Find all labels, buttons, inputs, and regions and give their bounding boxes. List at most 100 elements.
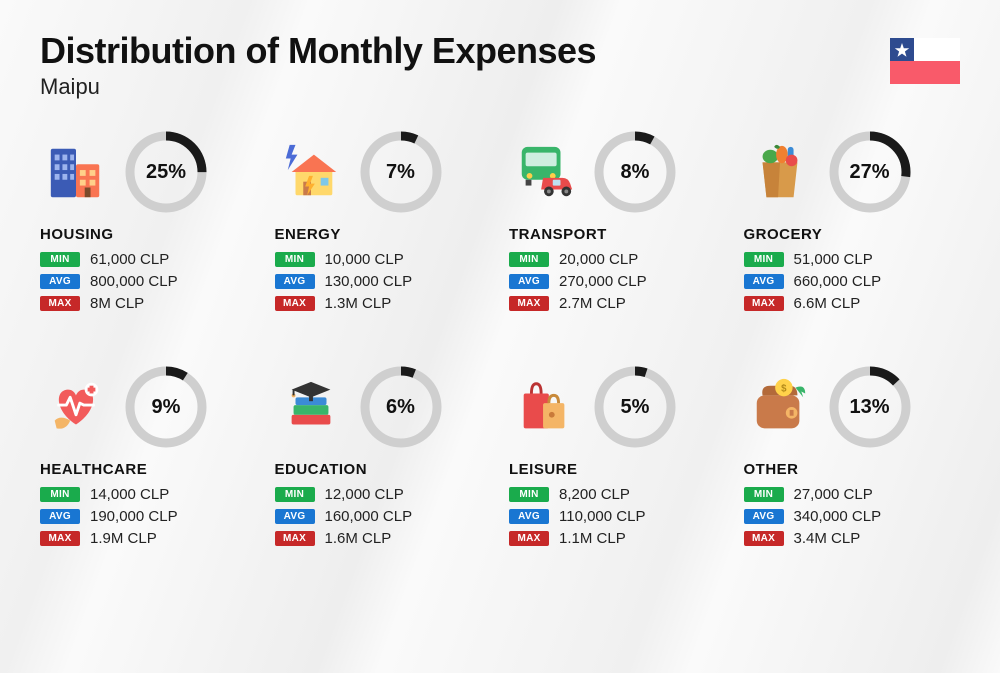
avg-badge: AVG	[744, 509, 784, 524]
expense-card-education: 6% EDUCATION MIN 12,000 CLP AVG 160,000 …	[275, 365, 492, 552]
max-value: 1.1M CLP	[559, 530, 626, 547]
max-value: 1.3M CLP	[325, 295, 392, 312]
avg-badge: AVG	[275, 274, 315, 289]
percent-label: 9%	[124, 365, 208, 449]
avg-badge: AVG	[40, 509, 80, 524]
percent-donut: 27%	[828, 130, 912, 214]
expense-card-housing: 25% HOUSING MIN 61,000 CLP AVG 800,000 C…	[40, 130, 257, 317]
stat-max: MAX 1.9M CLP	[40, 530, 257, 547]
percent-donut: 25%	[124, 130, 208, 214]
stat-avg: AVG 660,000 CLP	[744, 273, 961, 290]
min-value: 27,000 CLP	[794, 486, 873, 503]
category-name: ENERGY	[275, 226, 492, 243]
stat-avg: AVG 110,000 CLP	[509, 508, 726, 525]
stat-avg: AVG 270,000 CLP	[509, 273, 726, 290]
min-badge: MIN	[744, 487, 784, 502]
max-badge: MAX	[744, 531, 784, 546]
stat-min: MIN 10,000 CLP	[275, 251, 492, 268]
expense-card-grocery: 27% GROCERY MIN 51,000 CLP AVG 660,000 C…	[744, 130, 961, 317]
stat-min: MIN 51,000 CLP	[744, 251, 961, 268]
max-badge: MAX	[744, 296, 784, 311]
stat-avg: AVG 160,000 CLP	[275, 508, 492, 525]
svg-text:$: $	[781, 384, 787, 395]
avg-value: 110,000 CLP	[559, 508, 645, 525]
avg-value: 130,000 CLP	[325, 273, 413, 290]
percent-label: 25%	[124, 130, 208, 214]
percent-donut: 13%	[828, 365, 912, 449]
percent-donut: 8%	[593, 130, 677, 214]
category-name: LEISURE	[509, 461, 726, 478]
percent-label: 8%	[593, 130, 677, 214]
housing-icon	[40, 136, 112, 208]
stat-max: MAX 1.6M CLP	[275, 530, 492, 547]
stat-min: MIN 61,000 CLP	[40, 251, 257, 268]
percent-donut: 9%	[124, 365, 208, 449]
stat-min: MIN 20,000 CLP	[509, 251, 726, 268]
stat-max: MAX 1.1M CLP	[509, 530, 726, 547]
avg-badge: AVG	[40, 274, 80, 289]
category-name: OTHER	[744, 461, 961, 478]
avg-value: 190,000 CLP	[90, 508, 178, 525]
min-value: 14,000 CLP	[90, 486, 169, 503]
min-badge: MIN	[40, 252, 80, 267]
stat-max: MAX 1.3M CLP	[275, 295, 492, 312]
min-badge: MIN	[40, 487, 80, 502]
min-badge: MIN	[509, 487, 549, 502]
expense-card-transport: 8% TRANSPORT MIN 20,000 CLP AVG 270,000 …	[509, 130, 726, 317]
avg-badge: AVG	[744, 274, 784, 289]
percent-donut: 6%	[359, 365, 443, 449]
chile-flag-icon	[890, 38, 960, 84]
page-title: Distribution of Monthly Expenses	[40, 30, 960, 72]
max-badge: MAX	[40, 296, 80, 311]
min-badge: MIN	[275, 252, 315, 267]
percent-label: 5%	[593, 365, 677, 449]
category-name: HEALTHCARE	[40, 461, 257, 478]
expense-card-healthcare: 9% HEALTHCARE MIN 14,000 CLP AVG 190,000…	[40, 365, 257, 552]
min-badge: MIN	[744, 252, 784, 267]
percent-label: 7%	[359, 130, 443, 214]
stat-avg: AVG 340,000 CLP	[744, 508, 961, 525]
category-name: HOUSING	[40, 226, 257, 243]
avg-badge: AVG	[509, 509, 549, 524]
expense-card-leisure: 5% LEISURE MIN 8,200 CLP AVG 110,000 CLP…	[509, 365, 726, 552]
stat-max: MAX 3.4M CLP	[744, 530, 961, 547]
avg-badge: AVG	[509, 274, 549, 289]
stat-avg: AVG 800,000 CLP	[40, 273, 257, 290]
avg-value: 160,000 CLP	[325, 508, 413, 525]
percent-donut: 5%	[593, 365, 677, 449]
transport-icon	[509, 136, 581, 208]
healthcare-icon	[40, 371, 112, 443]
max-value: 2.7M CLP	[559, 295, 626, 312]
percent-label: 13%	[828, 365, 912, 449]
category-name: TRANSPORT	[509, 226, 726, 243]
min-value: 51,000 CLP	[794, 251, 873, 268]
min-value: 8,200 CLP	[559, 486, 630, 503]
avg-value: 800,000 CLP	[90, 273, 178, 290]
max-badge: MAX	[509, 531, 549, 546]
stat-min: MIN 14,000 CLP	[40, 486, 257, 503]
min-badge: MIN	[509, 252, 549, 267]
max-value: 3.4M CLP	[794, 530, 861, 547]
min-value: 20,000 CLP	[559, 251, 638, 268]
max-value: 8M CLP	[90, 295, 144, 312]
min-value: 61,000 CLP	[90, 251, 169, 268]
education-icon	[275, 371, 347, 443]
avg-badge: AVG	[275, 509, 315, 524]
energy-icon	[275, 136, 347, 208]
expense-card-energy: 7% ENERGY MIN 10,000 CLP AVG 130,000 CLP…	[275, 130, 492, 317]
max-value: 1.6M CLP	[325, 530, 392, 547]
min-badge: MIN	[275, 487, 315, 502]
max-badge: MAX	[275, 296, 315, 311]
grocery-icon	[744, 136, 816, 208]
avg-value: 340,000 CLP	[794, 508, 882, 525]
max-value: 1.9M CLP	[90, 530, 157, 547]
avg-value: 270,000 CLP	[559, 273, 647, 290]
stat-max: MAX 6.6M CLP	[744, 295, 961, 312]
min-value: 10,000 CLP	[325, 251, 404, 268]
max-badge: MAX	[275, 531, 315, 546]
stat-min: MIN 12,000 CLP	[275, 486, 492, 503]
stat-max: MAX 8M CLP	[40, 295, 257, 312]
stat-min: MIN 27,000 CLP	[744, 486, 961, 503]
max-badge: MAX	[509, 296, 549, 311]
percent-label: 27%	[828, 130, 912, 214]
